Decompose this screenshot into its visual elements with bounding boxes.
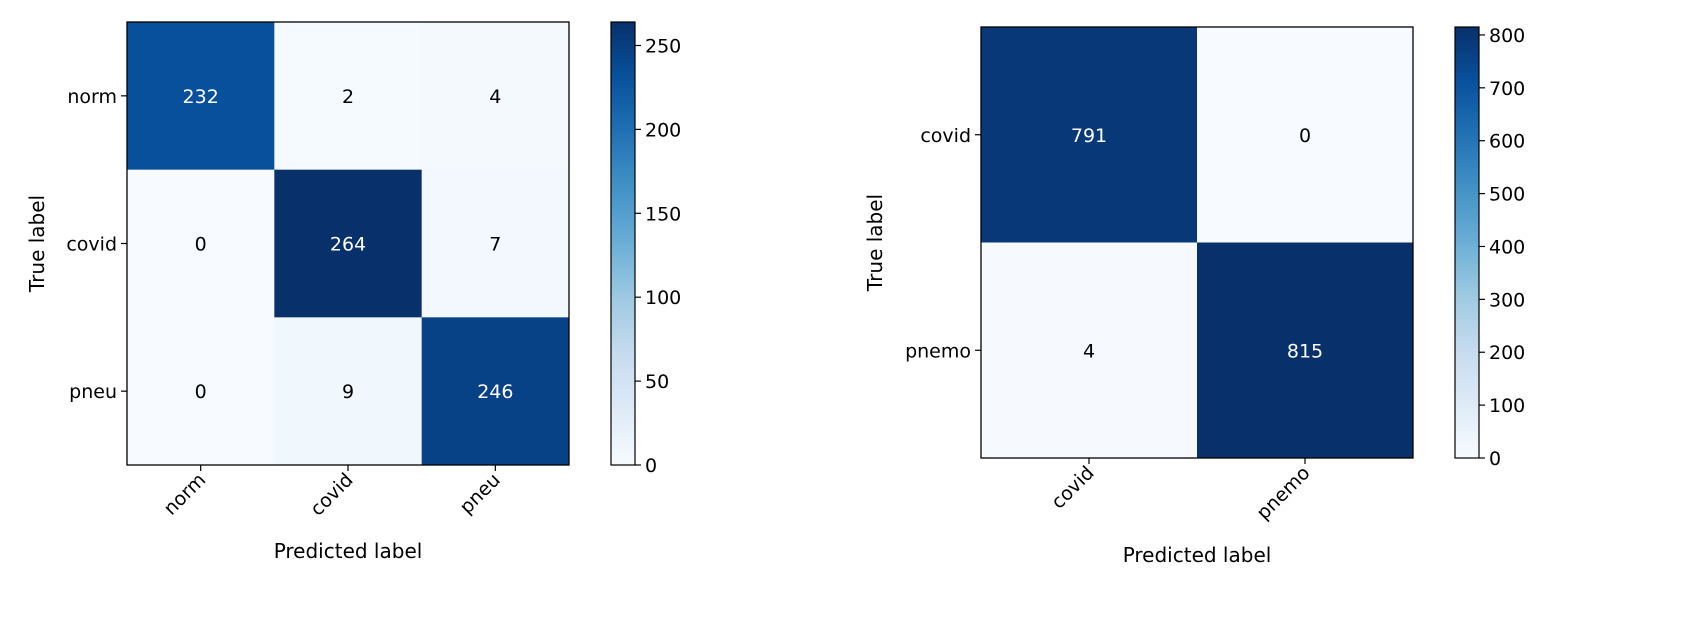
cell-value-label: 791 bbox=[1071, 125, 1107, 147]
matrix-cell bbox=[981, 27, 1198, 243]
y-tick-label: norm bbox=[67, 86, 117, 108]
colorbar-tick-label: 150 bbox=[645, 203, 681, 225]
cell-value-label: 4 bbox=[489, 86, 501, 108]
confusion-matrix-3class: 232 2 4 0 264 7 0 9 246 norm covid pneu norm covid pne… bbox=[25, 21, 681, 563]
colorbar-tick-label: 100 bbox=[645, 287, 681, 309]
cell-value-label: 2 bbox=[342, 86, 354, 108]
x-tick-label: norm bbox=[160, 469, 211, 520]
y-tick-label: pneu bbox=[69, 381, 117, 403]
colorbar-tick-label: 0 bbox=[1489, 448, 1501, 470]
y-tick-label: pnemo bbox=[905, 340, 971, 362]
colorbar bbox=[610, 21, 636, 466]
colorbar-tick-label: 300 bbox=[1489, 289, 1525, 311]
x-tick-label: covid bbox=[1047, 462, 1098, 513]
matrix-cell bbox=[1197, 242, 1414, 459]
matrix-cell bbox=[127, 317, 275, 466]
colorbar-tick-label: 100 bbox=[1489, 395, 1525, 417]
y-tick-label: covid bbox=[920, 125, 971, 147]
colorbar-tick-label: 200 bbox=[645, 119, 681, 141]
cell-value-label: 246 bbox=[477, 381, 513, 403]
colorbar-tick-label: 500 bbox=[1489, 184, 1525, 206]
cell-value-label: 232 bbox=[183, 86, 219, 108]
colorbar-tick-label: 0 bbox=[645, 455, 657, 477]
matrix-cell bbox=[981, 242, 1198, 459]
colorbar-tick-label: 800 bbox=[1489, 25, 1525, 47]
matrix-cell bbox=[127, 169, 275, 318]
colorbar-tick-label: 600 bbox=[1489, 131, 1525, 153]
matrix-frame bbox=[980, 26, 1414, 459]
colorbar-tick-label: 200 bbox=[1489, 342, 1525, 364]
matrix-cell bbox=[274, 22, 423, 171]
matrix-cell bbox=[421, 169, 570, 318]
matrix-cell bbox=[274, 317, 423, 466]
x-axis-label: Predicted label bbox=[1123, 543, 1272, 567]
confusion-matrix-2class: 791 0 4 815 covid pnemo covid pnemo Predicted la… bbox=[863, 25, 1525, 567]
y-axis-label: True label bbox=[863, 194, 887, 292]
x-tick-label: pneu bbox=[455, 469, 504, 518]
cell-value-label: 815 bbox=[1287, 340, 1323, 362]
colorbar-tick-label: 50 bbox=[645, 371, 669, 393]
matrix-cell bbox=[1197, 27, 1414, 243]
matrix-cell bbox=[274, 169, 423, 318]
colorbar-tick-label: 400 bbox=[1489, 236, 1525, 258]
colorbar bbox=[1454, 26, 1480, 459]
x-tick-label: pnemo bbox=[1252, 462, 1314, 524]
cell-value-label: 9 bbox=[342, 381, 354, 403]
matrix-cell bbox=[421, 22, 570, 171]
y-axis-label: True label bbox=[25, 195, 49, 293]
cell-value-label: 4 bbox=[1083, 340, 1095, 362]
matrix-cell bbox=[127, 22, 275, 171]
cell-value-label: 264 bbox=[330, 234, 366, 256]
cell-value-label: 0 bbox=[195, 381, 207, 403]
colorbar-tick-label: 700 bbox=[1489, 78, 1525, 100]
x-axis-label: Predicted label bbox=[274, 539, 423, 563]
cell-value-label: 0 bbox=[1299, 125, 1311, 147]
cell-value-label: 7 bbox=[489, 234, 501, 256]
matrix-cell bbox=[421, 317, 570, 466]
colorbar-tick-label: 250 bbox=[645, 35, 681, 57]
cell-value-label: 0 bbox=[195, 234, 207, 256]
x-tick-label: covid bbox=[306, 469, 357, 520]
y-tick-label: covid bbox=[66, 234, 117, 256]
